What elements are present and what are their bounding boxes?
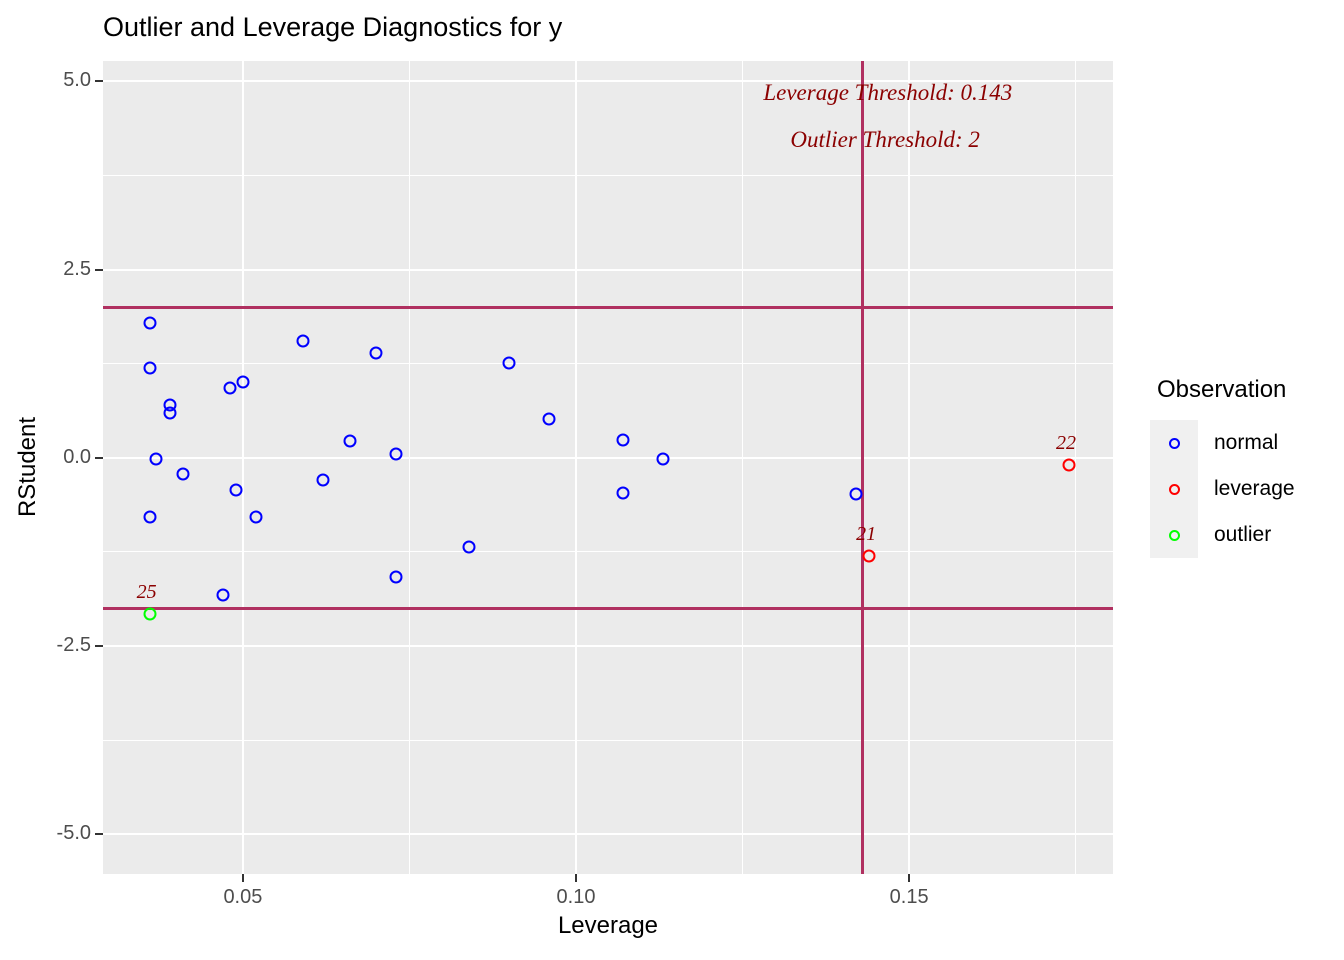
normal-point xyxy=(163,406,177,420)
point-label: 22 xyxy=(1056,432,1077,455)
minor-gridline-y xyxy=(103,551,1113,553)
normal-point xyxy=(616,486,630,500)
leverage-point xyxy=(1062,458,1076,472)
minor-gridline-x xyxy=(1075,61,1077,874)
point-label: 21 xyxy=(856,523,877,546)
x-tick-mark xyxy=(575,874,578,882)
x-tick-mark xyxy=(908,874,911,882)
normal-point xyxy=(249,510,263,524)
normal-point xyxy=(296,334,310,348)
legend: Observation normal leverage outlier xyxy=(1150,376,1340,558)
major-gridline-y xyxy=(103,268,1113,271)
x-tick-mark xyxy=(241,874,244,882)
major-gridline-y xyxy=(103,833,1113,836)
legend-title: Observation xyxy=(1157,376,1287,403)
y-tick-mark xyxy=(95,80,103,83)
minor-gridline-y xyxy=(103,739,1113,741)
normal-point xyxy=(343,434,356,448)
normal-point xyxy=(316,473,330,487)
legend-label: outlier xyxy=(1214,523,1272,546)
legend-key xyxy=(1150,466,1198,512)
normal-point xyxy=(462,540,476,554)
normal-point xyxy=(143,316,157,330)
y-tick-label: -5.0 xyxy=(56,822,91,845)
major-gridline-y xyxy=(103,80,1113,83)
major-gridline-y xyxy=(103,644,1113,647)
normal-point xyxy=(176,467,190,481)
minor-gridline-x xyxy=(742,61,744,874)
x-tick-label: 0.05 xyxy=(223,886,263,908)
major-gridline-x xyxy=(908,61,911,874)
y-tick-label: 2.5 xyxy=(63,257,91,280)
y-tick-mark xyxy=(95,268,103,271)
minor-gridline-y xyxy=(103,174,1113,176)
y-tick-label: 5.0 xyxy=(63,69,91,92)
normal-point xyxy=(389,570,403,584)
plot-panel: Leverage Threshold: 0.143 Outlier Thresho… xyxy=(103,61,1113,874)
outlier-threshold-lower-line xyxy=(103,606,1113,610)
normal-point xyxy=(502,356,516,370)
x-tick-label: 0.10 xyxy=(556,886,596,908)
legend-item-leverage: leverage xyxy=(1150,466,1340,512)
minor-gridline-y xyxy=(103,363,1113,365)
y-tick-label: -2.5 xyxy=(56,633,91,656)
normal-point xyxy=(389,447,403,461)
normal-point xyxy=(229,483,243,497)
major-gridline-x xyxy=(241,61,244,874)
legend-key xyxy=(1150,420,1198,466)
normal-point xyxy=(143,361,157,375)
normal-point xyxy=(849,487,863,501)
major-gridline-x xyxy=(575,61,578,874)
minor-gridline-x xyxy=(408,61,410,874)
threshold-annotation: Outlier Threshold: 2 xyxy=(790,127,980,153)
normal-point xyxy=(223,381,237,395)
y-tick-mark xyxy=(95,833,103,836)
y-tick-label: 0.0 xyxy=(63,445,91,468)
legend-label: normal xyxy=(1214,431,1279,454)
normal-point xyxy=(149,452,163,466)
x-tick-label: 0.15 xyxy=(889,886,929,908)
chart-title: Outlier and Leverage Diagnostics for y xyxy=(103,12,563,42)
leverage-point-icon xyxy=(1168,483,1180,495)
normal-point xyxy=(656,452,670,466)
major-gridline-y xyxy=(103,456,1113,459)
leverage-threshold-line xyxy=(860,61,864,874)
legend-label: leverage xyxy=(1214,477,1295,500)
normal-point xyxy=(236,375,250,389)
legend-key xyxy=(1150,512,1198,558)
x-axis-title: Leverage xyxy=(557,912,659,939)
legend-item-outlier: outlier xyxy=(1150,512,1340,558)
normal-point xyxy=(143,510,157,524)
outlier-point xyxy=(143,607,157,621)
normal-point xyxy=(616,433,630,447)
point-label: 25 xyxy=(136,581,157,604)
threshold-annotation: Leverage Threshold: 0.143 xyxy=(763,79,1013,105)
normal-point-icon xyxy=(1168,437,1180,449)
y-axis-title: RStudent xyxy=(14,416,41,518)
outlier-point-icon xyxy=(1168,529,1180,541)
y-tick-mark xyxy=(95,644,103,647)
normal-point xyxy=(216,588,230,602)
normal-point xyxy=(542,412,556,426)
outlier-threshold-upper-line xyxy=(103,305,1113,309)
normal-point xyxy=(369,346,383,360)
legend-item-normal: normal xyxy=(1150,420,1340,466)
y-tick-mark xyxy=(95,456,103,459)
leverage-point xyxy=(862,549,876,563)
